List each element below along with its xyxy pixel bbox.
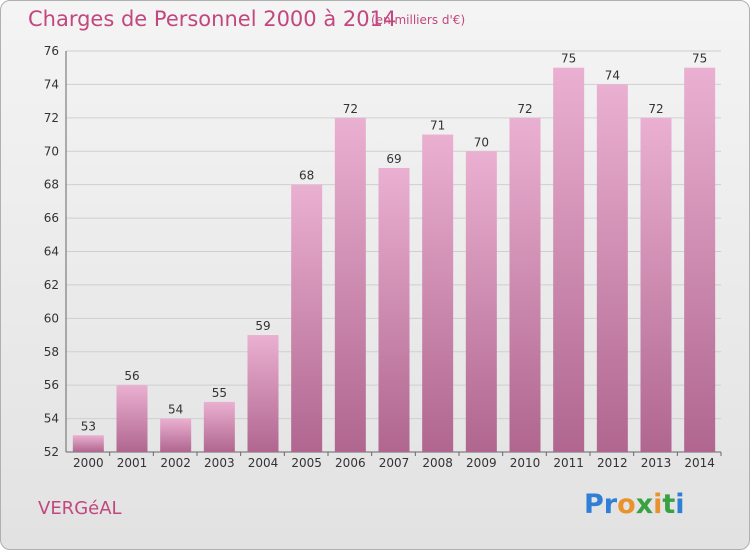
x-tick-label: 2008 <box>422 456 453 470</box>
y-tick-label: 70 <box>44 144 59 158</box>
bar-2013 <box>640 117 672 452</box>
bar-2003 <box>203 401 235 452</box>
x-tick-label: 2009 <box>466 456 497 470</box>
bar-2002 <box>160 418 192 452</box>
data-label: 72 <box>517 102 532 116</box>
bar-2011 <box>553 67 585 452</box>
y-tick-label: 56 <box>44 378 59 392</box>
x-tick-label: 2000 <box>73 456 104 470</box>
data-label: 72 <box>648 102 663 116</box>
bar-2000 <box>72 435 104 452</box>
logo-letter: P <box>584 489 604 520</box>
y-tick-label: 52 <box>44 445 59 459</box>
x-tick-label: 2013 <box>641 456 672 470</box>
bar-2006 <box>334 117 366 452</box>
data-label: 53 <box>81 419 96 433</box>
logo-letter: t <box>662 489 676 520</box>
y-tick-label: 76 <box>44 44 59 58</box>
x-tick-label: 2012 <box>597 456 628 470</box>
bar-2008 <box>422 134 454 452</box>
y-tick-label: 62 <box>44 278 59 292</box>
data-label: 72 <box>343 102 358 116</box>
tick-labels: 52 54 56 58 60 62 64 66 68 70 72 74 76 2000 2001 2002 20… <box>44 44 715 470</box>
data-label: 59 <box>255 319 270 333</box>
bar-2014 <box>684 67 716 452</box>
x-tick-label: 2007 <box>379 456 410 470</box>
data-label: 54 <box>168 403 183 417</box>
y-tick-label: 58 <box>44 345 59 359</box>
y-tick-label: 74 <box>44 77 59 91</box>
x-tick-label: 2010 <box>510 456 541 470</box>
y-tick-label: 60 <box>44 311 59 325</box>
y-tick-label: 68 <box>44 178 59 192</box>
y-tick-label: 54 <box>44 412 59 426</box>
bar-2007 <box>378 167 410 453</box>
chart-title: Charges de Personnel 2000 à 2014 <box>28 7 397 31</box>
x-tick-label: 2004 <box>248 456 279 470</box>
data-label: 56 <box>124 369 139 383</box>
logo-letter: x <box>635 489 654 520</box>
x-tick-label: 2001 <box>117 456 148 470</box>
y-tick-label: 66 <box>44 211 59 225</box>
data-label: 71 <box>430 119 445 133</box>
logo-letter: o <box>617 489 636 520</box>
data-label: 68 <box>299 169 314 183</box>
logo-letter: i <box>653 489 663 520</box>
bar-2010 <box>509 117 541 452</box>
proxiti-logo[interactable]: Proxiti <box>584 489 685 520</box>
bar-2012 <box>596 84 628 453</box>
chart-subtitle: (en milliers d'€) <box>371 13 466 27</box>
y-tick-label: 64 <box>44 245 59 259</box>
data-label: 70 <box>474 135 489 149</box>
bar-2001 <box>116 385 148 452</box>
data-label: 74 <box>605 68 620 82</box>
data-label: 55 <box>212 386 227 400</box>
data-label: 75 <box>561 52 576 66</box>
bar-2005 <box>291 184 323 452</box>
commune-name: VERGéAL <box>38 498 122 519</box>
bar-2004 <box>247 335 279 452</box>
logo-letter: i <box>675 489 685 520</box>
data-label: 75 <box>692 52 707 66</box>
x-tick-label: 2011 <box>553 456 584 470</box>
x-tick-label: 2014 <box>684 456 715 470</box>
bars <box>72 67 716 453</box>
x-tick-label: 2002 <box>160 456 191 470</box>
bar-2009 <box>465 151 497 452</box>
x-tick-label: 2006 <box>335 456 366 470</box>
x-tick-label: 2005 <box>291 456 322 470</box>
logo-letter: r <box>603 489 618 520</box>
data-labels: 53 56 54 55 59 68 72 69 71 70 72 75 74 72 75 <box>81 52 708 434</box>
x-tick-label: 2003 <box>204 456 235 470</box>
data-label: 69 <box>386 152 401 166</box>
y-tick-label: 72 <box>44 111 59 125</box>
